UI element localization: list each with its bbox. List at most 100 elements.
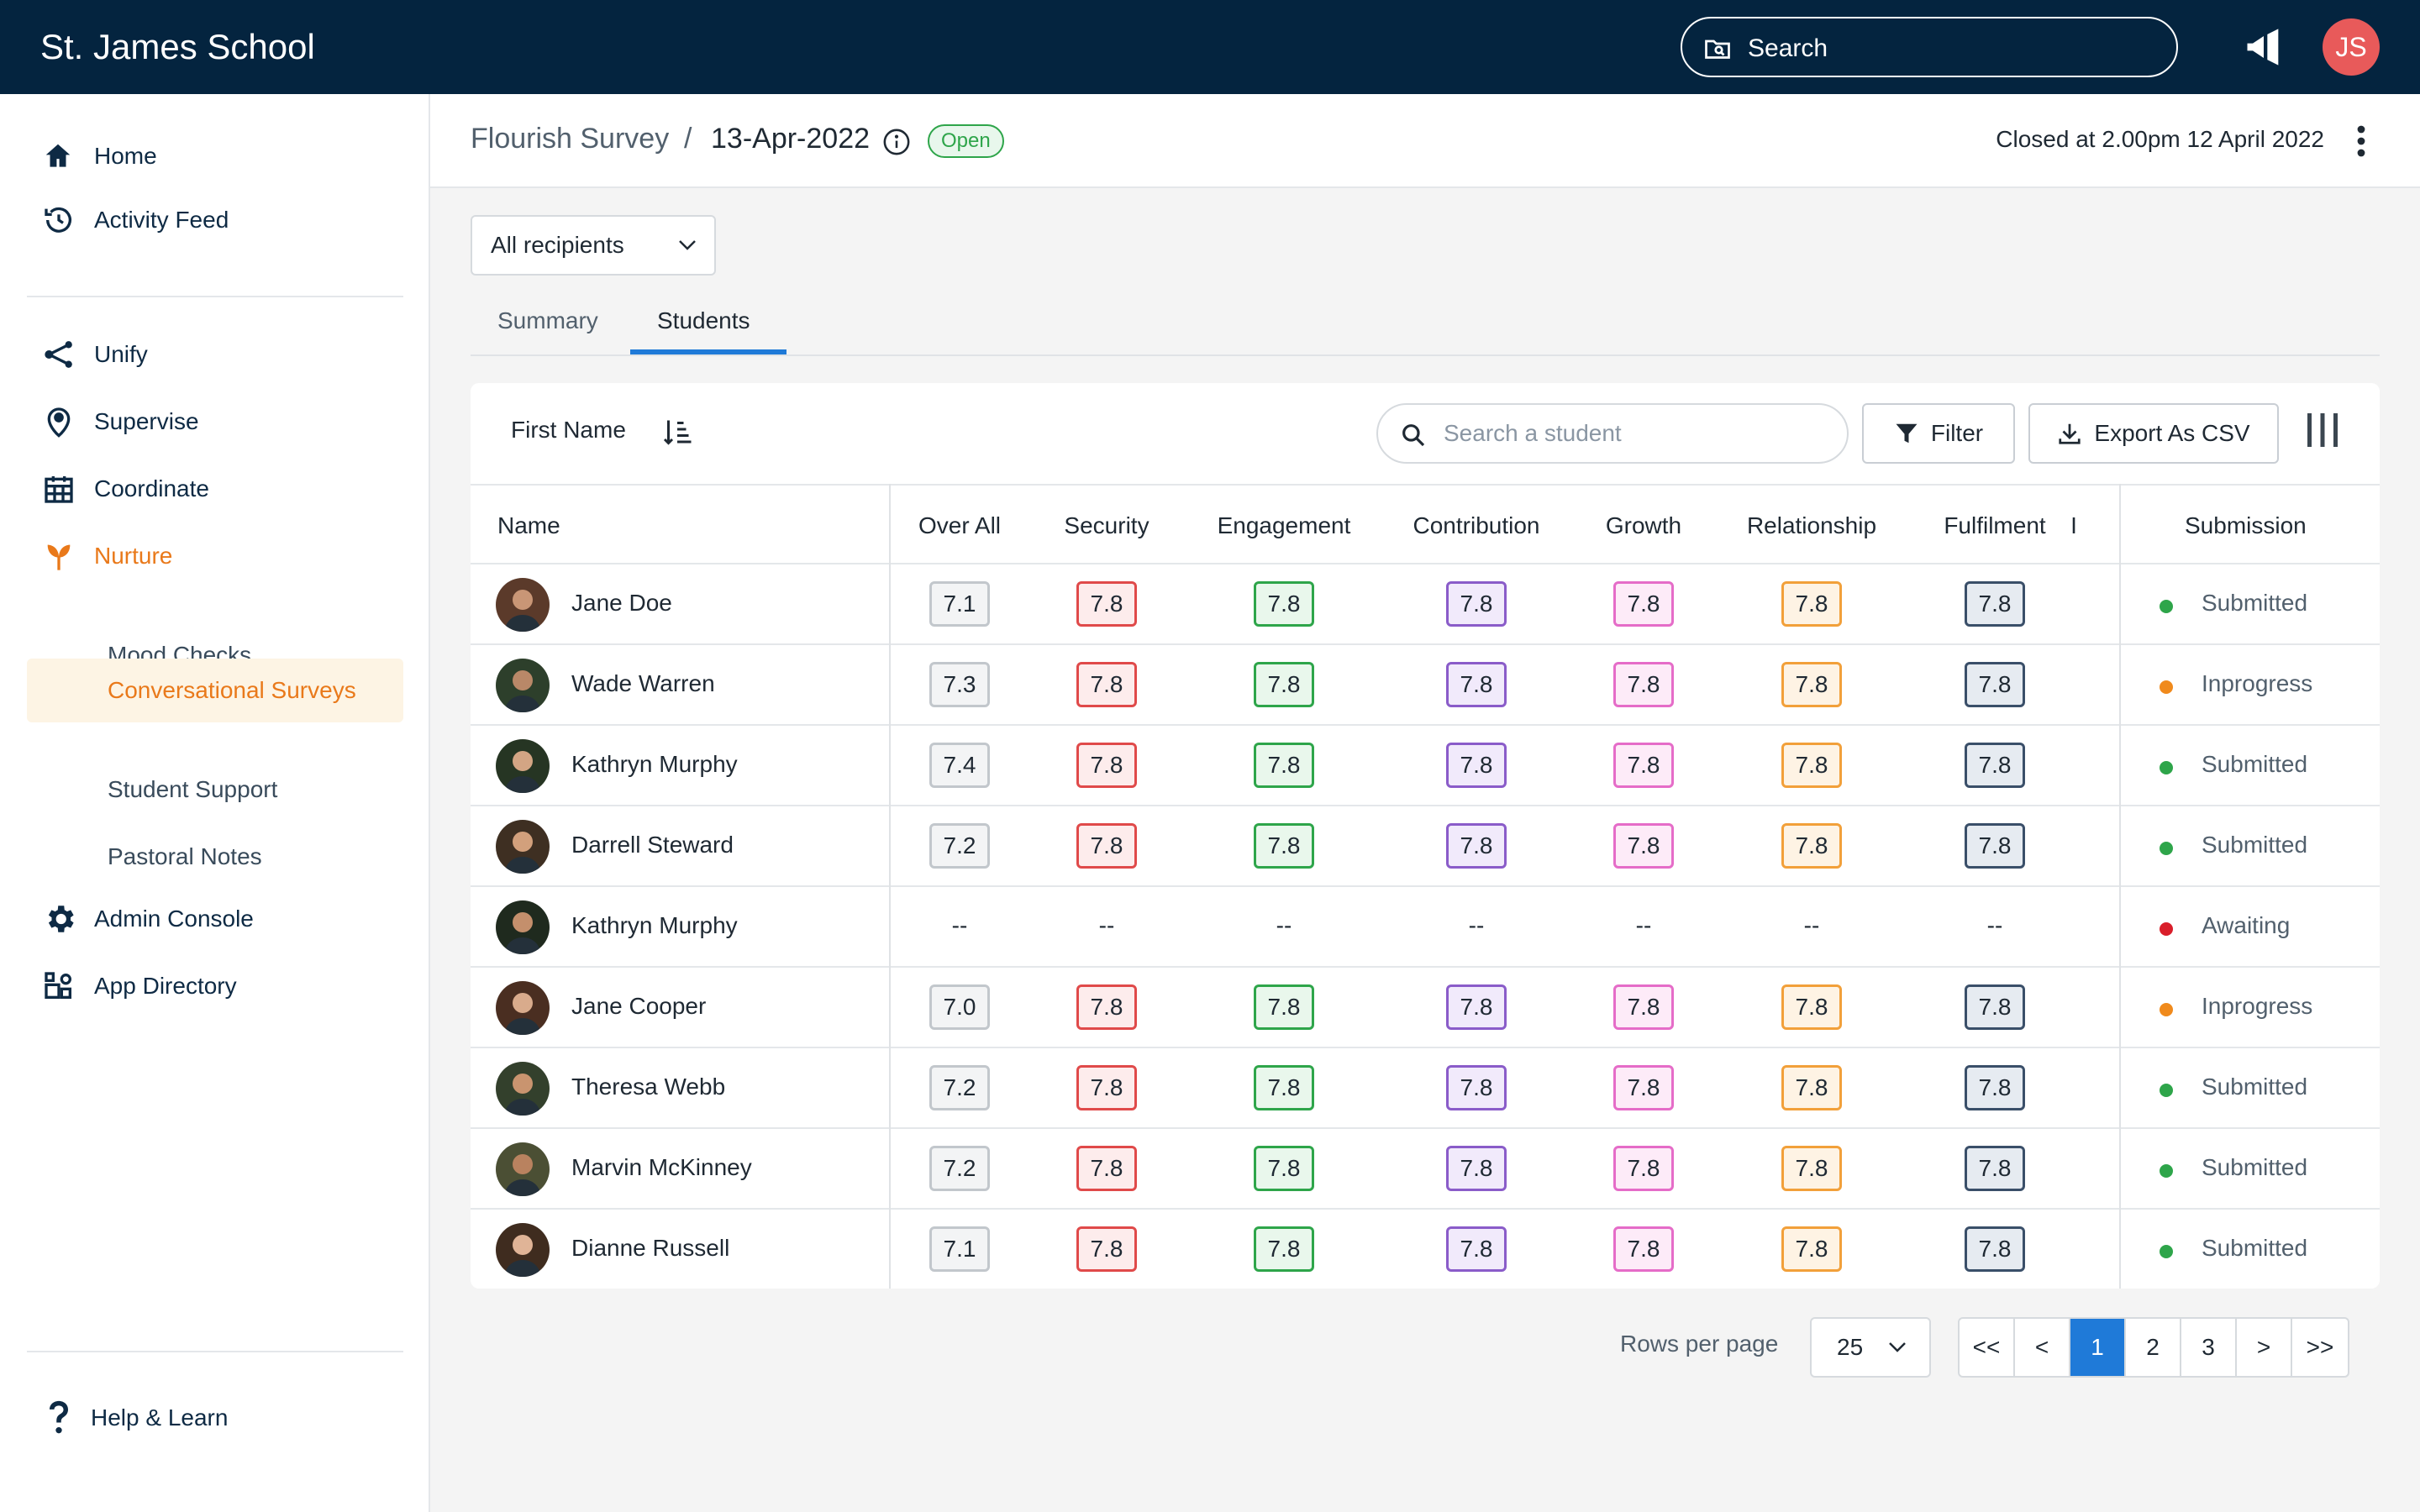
column-header[interactable]: Submission	[2185, 512, 2307, 538]
rows-per-page-value: 25	[1837, 1334, 1864, 1360]
score-badge: 7.8	[1613, 823, 1674, 869]
table-row[interactable]: Kathryn Murphy -- -- -- -- -- -- -- Awaiting	[471, 887, 2380, 968]
page-button[interactable]: 2	[2126, 1319, 2181, 1376]
student-search-input[interactable]: Search a student	[1376, 403, 1849, 464]
score-badge: 7.8	[1446, 1226, 1507, 1272]
student-search-placeholder: Search a student	[1444, 420, 1622, 446]
page-button[interactable]: >	[2237, 1319, 2292, 1376]
sidebar-divider	[27, 1351, 403, 1352]
score-badge: 7.8	[1076, 823, 1137, 869]
tab-summary[interactable]: Summary	[497, 307, 598, 333]
megaphone-icon[interactable]	[2242, 25, 2286, 69]
sidebar-item-app-directory[interactable]: App Directory	[27, 959, 403, 1013]
score-badge: 7.8	[1446, 743, 1507, 788]
score-badge: 7.8	[1076, 1226, 1137, 1272]
info-icon[interactable]	[882, 128, 911, 156]
column-header[interactable]: Relationship	[1746, 512, 1877, 538]
score-badge: 7.8	[1965, 662, 2025, 707]
empty-score: --	[1276, 912, 1292, 938]
share-icon	[45, 341, 72, 368]
empty-score: --	[1803, 912, 1820, 938]
table-row[interactable]: Marvin McKinney 7.2 7.8 7.8 7.8 7.8 7.8 7.8 Subm…	[471, 1129, 2380, 1210]
sidebar-item-label: Supervise	[94, 408, 199, 434]
sidebar-item-label: Home	[94, 143, 157, 169]
column-header[interactable]: Over All	[918, 512, 1002, 538]
student-name[interactable]: Darrell Steward	[571, 832, 734, 858]
sidebar: Home Activity Feed Unify Supervise Coord…	[0, 94, 430, 1512]
overall-score-badge: 7.0	[929, 984, 990, 1030]
page-button[interactable]: 3	[2181, 1319, 2237, 1376]
student-name[interactable]: Dianne Russell	[571, 1235, 730, 1261]
column-header[interactable]: Engagement	[1217, 512, 1351, 538]
table-row[interactable]: Jane Cooper 7.0 7.8 7.8 7.8 7.8 7.8 7.8 Inprogre…	[471, 968, 2380, 1048]
user-avatar[interactable]: JS	[2323, 18, 2380, 76]
sidebar-item-label: Activity Feed	[94, 207, 229, 233]
submission-status: Submitted	[2202, 1154, 2308, 1180]
submission-status: Submitted	[2202, 1074, 2308, 1100]
sidebar-item-label: Admin Console	[94, 906, 254, 932]
student-name[interactable]: Wade Warren	[571, 670, 715, 696]
score-badge: 7.8	[1446, 581, 1507, 627]
sidebar-subitem-conversational-surveys[interactable]: Conversational Surveys	[27, 659, 403, 722]
sidebar-item-help[interactable]: Help & Learn	[27, 1391, 403, 1445]
table-row[interactable]: Darrell Steward 7.2 7.8 7.8 7.8 7.8 7.8 7.8 Subm…	[471, 806, 2380, 887]
sidebar-item-activity-feed[interactable]: Activity Feed	[27, 193, 403, 247]
column-settings-icon[interactable]	[2304, 412, 2341, 449]
page-button[interactable]: 1	[2070, 1319, 2126, 1376]
sidebar-item-unify[interactable]: Unify	[27, 328, 403, 381]
column-header[interactable]: Security	[1064, 512, 1150, 538]
page-header: Flourish Survey / 13-Apr-2022 Open Close…	[430, 94, 2420, 188]
student-name[interactable]: Theresa Webb	[571, 1074, 726, 1100]
score-badge: 7.8	[1254, 984, 1314, 1030]
column-header[interactable]: I	[2070, 512, 2077, 538]
more-options-icon[interactable]	[2356, 124, 2366, 158]
score-badge: 7.8	[1781, 1065, 1842, 1110]
student-name[interactable]: Kathryn Murphy	[571, 912, 738, 938]
sidebar-item-home[interactable]: Home	[27, 129, 403, 183]
submission-status: Submitted	[2202, 1235, 2308, 1261]
global-search[interactable]: Search	[1681, 17, 2178, 77]
student-name[interactable]: Kathryn Murphy	[571, 751, 738, 777]
sidebar-item-coordinate[interactable]: Coordinate	[27, 462, 403, 516]
column-header[interactable]: Growth	[1605, 512, 1682, 538]
overall-score-badge: 7.1	[929, 581, 990, 627]
breadcrumb-root[interactable]: Flourish Survey	[471, 123, 670, 155]
column-header[interactable]: Fulfilment	[1944, 512, 2046, 538]
table-row[interactable]: Wade Warren 7.3 7.8 7.8 7.8 7.8 7.8 7.8 Inprogre…	[471, 645, 2380, 726]
rows-per-page-select[interactable]: 25	[1810, 1317, 1931, 1378]
page-button[interactable]: <<	[1960, 1319, 2015, 1376]
status-dot	[2160, 922, 2173, 936]
student-name[interactable]: Jane Doe	[571, 590, 672, 616]
student-name[interactable]: Marvin McKinney	[571, 1154, 752, 1180]
page-button[interactable]: >>	[2306, 1334, 2334, 1360]
score-badge: 7.8	[1613, 1226, 1674, 1272]
table-row[interactable]: Kathryn Murphy 7.4 7.8 7.8 7.8 7.8 7.8 7.8 Submi…	[471, 726, 2380, 806]
export-csv-button[interactable]: Export As CSV	[2028, 403, 2279, 464]
student-name[interactable]: Jane Cooper	[571, 993, 707, 1019]
column-header[interactable]: Name	[497, 512, 560, 538]
sidebar-item-nurture[interactable]: Nurture	[27, 529, 403, 583]
table-row[interactable]: Theresa Webb 7.2 7.8 7.8 7.8 7.8 7.8 7.8 Submitt…	[471, 1048, 2380, 1129]
score-badge: 7.8	[1076, 581, 1137, 627]
submission-status: Inprogress	[2202, 993, 2313, 1019]
sidebar-item-label: Help & Learn	[91, 1404, 229, 1431]
recipients-select[interactable]: All recipients	[471, 215, 716, 276]
sort-icon[interactable]	[662, 417, 692, 447]
sidebar-item-admin-console[interactable]: Admin Console	[27, 892, 403, 946]
column-header[interactable]: Contribution	[1413, 512, 1540, 538]
students-panel: First Name Search a student Filter Expor…	[471, 383, 2380, 1289]
filter-button[interactable]: Filter	[1862, 403, 2015, 464]
score-badge: 7.8	[1254, 823, 1314, 869]
status-dot	[2160, 842, 2173, 855]
page-button[interactable]: <	[2015, 1319, 2070, 1376]
sidebar-subitem-pastoral-notes[interactable]: Pastoral Notes	[108, 843, 262, 869]
table-row[interactable]: Jane Doe 7.1 7.8 7.8 7.8 7.8 7.8 7.8 Submitted	[471, 564, 2380, 645]
sidebar-subitem-student-support[interactable]: Student Support	[108, 776, 278, 802]
score-badge: 7.8	[1076, 743, 1137, 788]
submission-status: Awaiting	[2202, 912, 2291, 938]
sort-label[interactable]: First Name	[511, 417, 626, 443]
table-row[interactable]: Dianne Russell 7.1 7.8 7.8 7.8 7.8 7.8 7.8 Submi…	[471, 1210, 2380, 1289]
table-header: Name Over All Security Engagement Contributi…	[471, 484, 2380, 564]
tab-students[interactable]: Students	[657, 307, 750, 333]
sidebar-item-supervise[interactable]: Supervise	[27, 395, 403, 449]
